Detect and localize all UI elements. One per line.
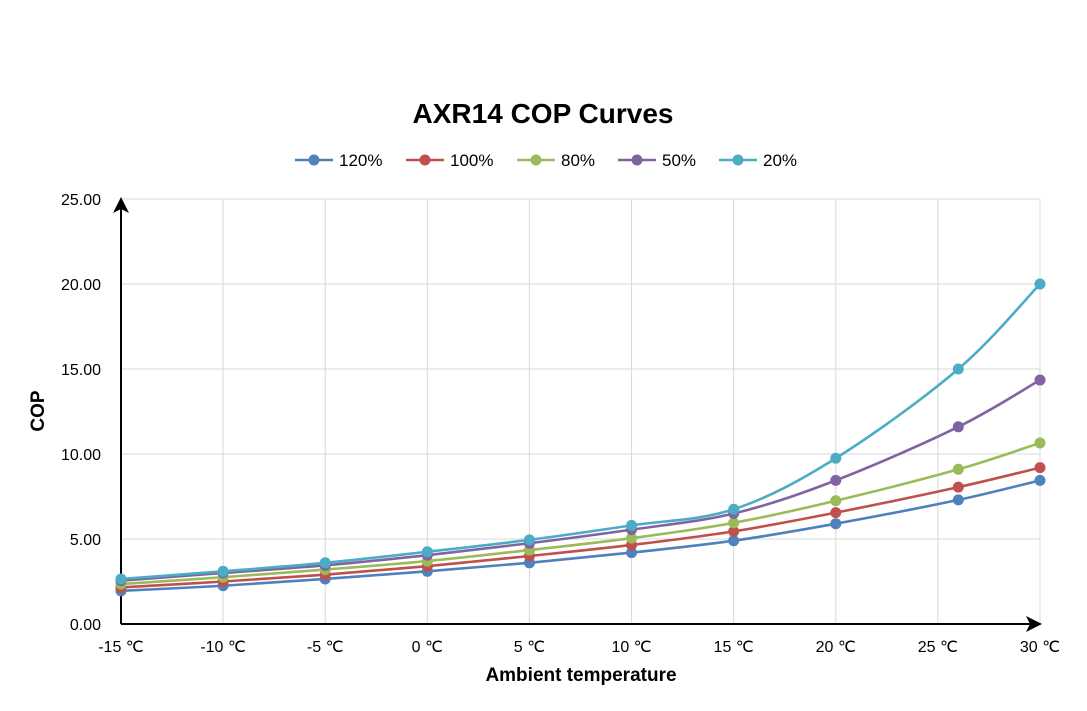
- data-point: [728, 503, 740, 515]
- y-axis-title: COP: [28, 390, 49, 432]
- data-point: [728, 535, 740, 547]
- data-point: [1034, 437, 1046, 449]
- data-point: [626, 547, 638, 559]
- data-point: [626, 519, 638, 531]
- series-100pct: [115, 462, 1046, 593]
- data-point: [626, 532, 638, 544]
- legend-label: 50%: [662, 151, 696, 170]
- x-tick-label: 20 ℃: [816, 639, 856, 656]
- data-point: [115, 573, 127, 585]
- legend-marker: [530, 154, 542, 166]
- x-tick-labels: -15 ℃ -10 ℃ -5 ℃ 0 ℃ 5 ℃ 10 ℃ 15 ℃ 20 ℃ 25 ℃ 30 ℃: [98, 639, 1060, 656]
- y-axis-arrow: [113, 197, 129, 213]
- series-80pct: [115, 437, 1046, 590]
- series-line: [120, 283, 1041, 581]
- series-line: [120, 479, 1041, 593]
- series-line: [120, 466, 1041, 589]
- x-tick-label: -10 ℃: [200, 639, 246, 656]
- y-tick-label: 15.00: [61, 362, 101, 379]
- data-point: [1034, 462, 1046, 474]
- series-line: [120, 441, 1041, 586]
- data-point: [1034, 474, 1046, 486]
- legend: 120% 100% 80% 50% 20%: [295, 151, 797, 170]
- legend-item: 20%: [719, 151, 797, 170]
- y-tick-label: 5.00: [70, 532, 101, 549]
- data-point: [1034, 374, 1046, 386]
- data-point: [728, 517, 740, 529]
- x-tick-label: 25 ℃: [918, 639, 958, 656]
- x-tick-label: 5 ℃: [514, 639, 545, 656]
- data-point: [830, 474, 842, 486]
- x-tick-label: 0 ℃: [412, 639, 443, 656]
- series-line: [120, 378, 1041, 582]
- legend-marker: [631, 154, 643, 166]
- x-tick-label: 30 ℃: [1020, 639, 1060, 656]
- data-point: [421, 546, 433, 558]
- legend-label: 20%: [763, 151, 797, 170]
- legend-item: 80%: [517, 151, 595, 170]
- x-tick-label: 10 ℃: [611, 639, 651, 656]
- data-point: [830, 518, 842, 530]
- y-tick-label: 0.00: [70, 617, 101, 634]
- data-point: [952, 494, 964, 506]
- legend-label: 100%: [450, 151, 493, 170]
- data-point: [952, 363, 964, 375]
- data-point: [523, 534, 535, 546]
- axes: [113, 197, 1042, 632]
- data-point: [217, 565, 229, 577]
- legend-marker: [308, 154, 320, 166]
- legend-item: 100%: [406, 151, 493, 170]
- legend-marker: [419, 154, 431, 166]
- series-50pct: [115, 374, 1046, 587]
- x-tick-label: -15 ℃: [98, 639, 144, 656]
- data-point: [952, 481, 964, 493]
- data-point: [952, 421, 964, 433]
- legend-label: 120%: [339, 151, 382, 170]
- data-point: [728, 525, 740, 537]
- x-tick-label: 15 ℃: [714, 639, 754, 656]
- data-point: [952, 463, 964, 475]
- series-20pct: [115, 278, 1046, 585]
- y-tick-label: 20.00: [61, 277, 101, 294]
- y-tick-labels: 0.00 5.00 10.00 15.00 20.00 25.00: [61, 192, 101, 634]
- legend-item: 120%: [295, 151, 382, 170]
- data-point: [1034, 278, 1046, 290]
- x-axis-title: Ambient temperature: [485, 665, 676, 686]
- series-group: [115, 278, 1046, 597]
- x-tick-label: -5 ℃: [307, 639, 344, 656]
- data-point: [319, 557, 331, 569]
- chart-title: AXR14 COP Curves: [413, 98, 674, 129]
- data-point: [830, 507, 842, 519]
- y-tick-label: 25.00: [61, 192, 101, 209]
- data-point: [830, 495, 842, 507]
- x-axis-arrow: [1026, 616, 1042, 632]
- legend-marker: [732, 154, 744, 166]
- y-tick-label: 10.00: [61, 447, 101, 464]
- legend-item: 50%: [618, 151, 696, 170]
- legend-label: 80%: [561, 151, 595, 170]
- data-point: [830, 452, 842, 464]
